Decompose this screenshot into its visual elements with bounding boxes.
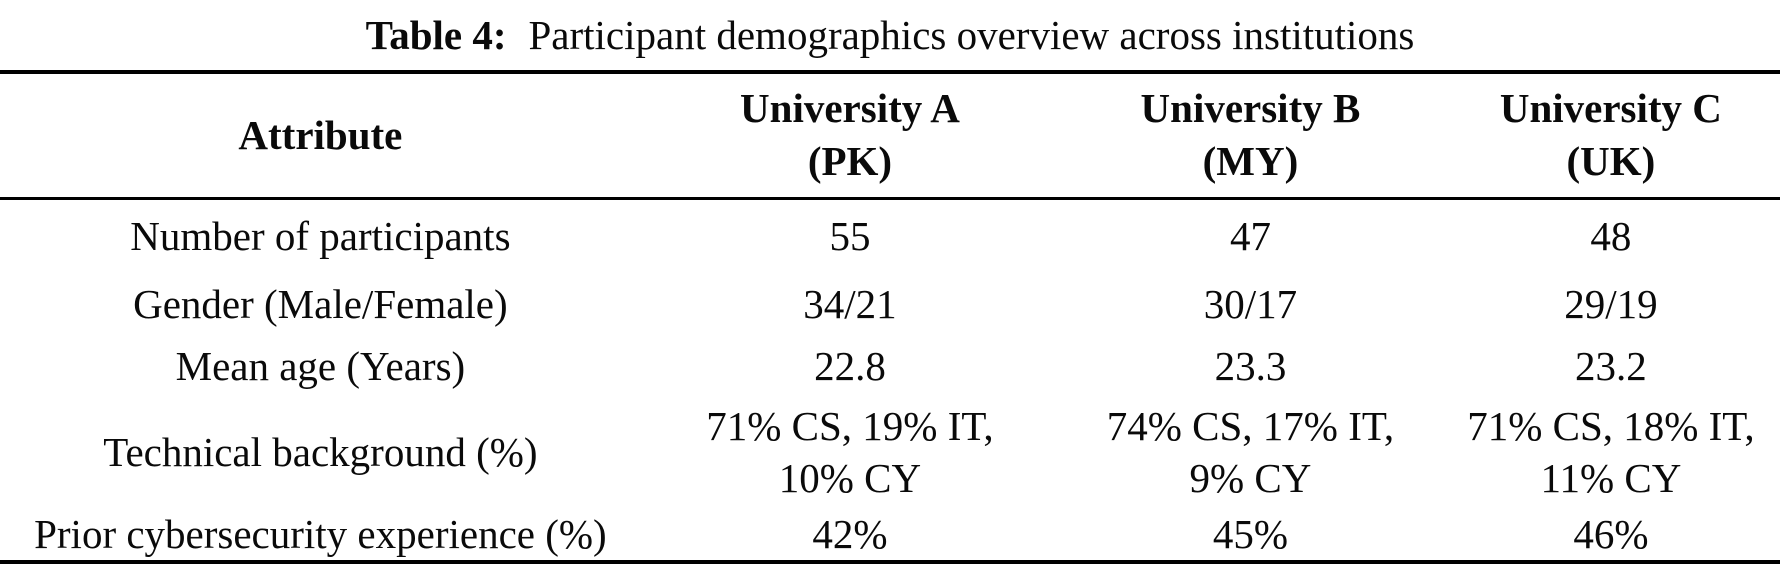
cell-value: 29/19 [1564,281,1658,327]
cell-value: 74% CS, 17% IT, 9% CY [1106,403,1395,501]
cell-value: 71% CS, 19% IT, 10% CY [706,403,994,501]
table-row: Mean age (Years) 22.8 23.3 23.2 [0,336,1780,396]
header-row: Attribute University A (PK) University B… [0,72,1780,198]
row-label: Mean age (Years) [175,343,466,389]
cell-value: 42% [812,511,888,557]
column-header-sub: (UK) [1566,138,1656,185]
table-row: Number of participants 55 47 48 [0,198,1780,272]
row-label: Prior cybersecurity experience (%) [34,511,607,557]
column-header-university-c: University C (UK) [1442,72,1780,198]
row-label: Number of participants [130,212,511,259]
demographics-table: Attribute University A (PK) University B… [0,70,1780,564]
cell-value: 71% CS, 18% IT, 11% CY [1467,403,1755,501]
cell-value: 46% [1573,511,1649,557]
cell-value: 23.2 [1575,343,1647,389]
cell-value: 48 [1590,212,1632,259]
column-header-name: University B [1140,85,1361,132]
table-row: Prior cybersecurity experience (%) 42% 4… [0,508,1780,562]
cell-value: 22.8 [814,343,886,389]
cell-value: 45% [1212,511,1289,557]
column-header-sub: (PK) [807,138,893,185]
column-header-university-b: University B (MY) [1059,72,1442,198]
column-header-name: Attribute [238,111,403,158]
cell-value: 23.3 [1214,343,1287,389]
cell-value: 55 [829,212,871,259]
column-header-name: University A [740,85,960,132]
table-caption-number: Table 4: [365,12,507,58]
table-row: Gender (Male/Female) 34/21 30/17 29/19 [0,272,1780,336]
table-caption: Table 4: Participant demographics overvi… [0,0,1780,70]
column-header-sub: (MY) [1202,138,1299,185]
row-label: Gender (Male/Female) [133,281,508,327]
column-header-name: University C [1499,85,1722,132]
table-caption-text: Participant demographics overview across… [528,12,1415,58]
cell-value: 34/21 [803,281,897,327]
cell-value: 47 [1229,212,1271,259]
column-header-university-a: University A (PK) [641,72,1059,198]
column-header-attribute: Attribute [0,72,641,198]
row-label: Technical background (%) [103,429,538,475]
table-row: Technical background (%) 71% CS, 19% IT,… [0,396,1780,508]
cell-value: 30/17 [1203,281,1298,327]
